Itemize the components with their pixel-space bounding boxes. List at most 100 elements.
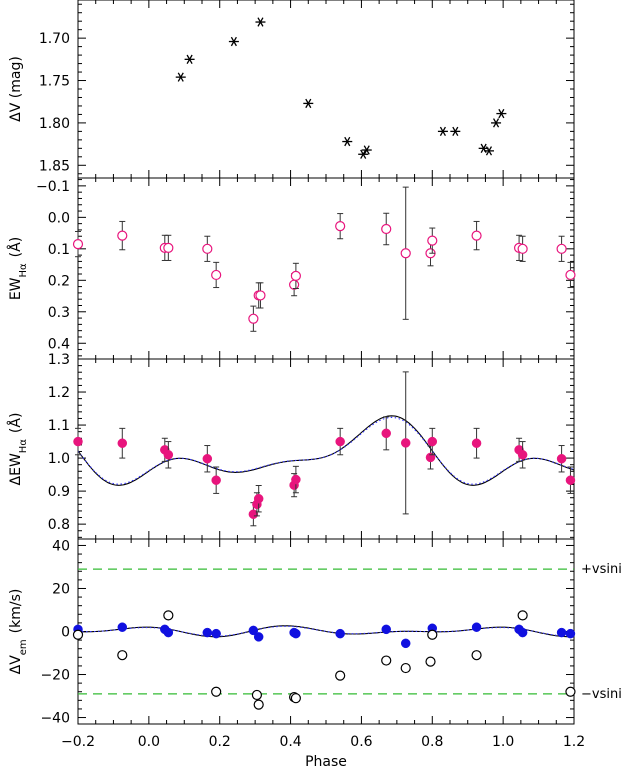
data-point xyxy=(72,629,84,640)
model-curve xyxy=(77,416,575,485)
y-tick-label: 40 xyxy=(52,538,70,554)
asterisk-stroke xyxy=(363,145,370,155)
x-tick-label: 1.2 xyxy=(563,734,585,750)
data-point xyxy=(471,438,482,448)
y-axis-label-unit: (km/s) xyxy=(8,589,24,634)
data-point xyxy=(381,428,391,439)
y-axis-label-unit: (Å) xyxy=(7,413,24,434)
data-point xyxy=(248,625,259,636)
asterisk-stroke xyxy=(480,143,487,153)
data-point xyxy=(471,622,482,632)
asterisk-stroke xyxy=(177,72,184,82)
asterisk-stroke xyxy=(485,146,493,156)
panel-frame xyxy=(77,177,575,360)
y-axis-label-main: ΔEW xyxy=(8,453,24,485)
y-tick-label: −40 xyxy=(40,711,70,727)
data-point xyxy=(517,627,528,638)
data-point xyxy=(335,628,345,639)
y-tick-label: 1.1 xyxy=(48,418,70,434)
y-tick-label: 0.8 xyxy=(48,517,70,533)
data-point xyxy=(248,509,259,519)
data-point xyxy=(425,452,436,463)
y-tick-label: 0.0 xyxy=(48,210,70,226)
data-point xyxy=(291,628,301,639)
data-point xyxy=(72,239,84,250)
data-point xyxy=(565,686,576,697)
x-tick-label: −0.2 xyxy=(61,734,95,750)
asterisk-stroke xyxy=(452,126,459,137)
y-axis-label-unit: (Å) xyxy=(7,237,24,258)
y-tick-label: 0.2 xyxy=(48,273,70,289)
data-point xyxy=(381,624,391,635)
data-point xyxy=(361,145,372,155)
y-tick-label: 1.2 xyxy=(48,385,70,401)
data-point xyxy=(450,126,461,137)
data-point xyxy=(202,627,213,638)
data-point xyxy=(202,453,213,464)
data-point xyxy=(425,656,436,667)
panel-frame xyxy=(77,0,575,179)
data-point xyxy=(253,493,264,504)
data-point xyxy=(290,693,301,704)
y-tick-label: 1.75 xyxy=(39,74,70,90)
data-point xyxy=(400,248,411,259)
data-point xyxy=(248,313,259,324)
data-point xyxy=(517,243,528,254)
y-tick-label: 20 xyxy=(52,581,70,597)
data-point xyxy=(251,689,263,701)
x-tick-label: 0.8 xyxy=(421,734,443,750)
data-point xyxy=(255,290,266,301)
y-axis-label: ΔVem (km/s) xyxy=(8,589,29,675)
data-point xyxy=(565,475,576,485)
y-tick-label: 0.4 xyxy=(48,336,70,352)
y-tick-label: 1.70 xyxy=(39,31,70,47)
data-point xyxy=(163,627,174,638)
data-point xyxy=(184,54,195,64)
asterisk-stroke xyxy=(492,118,500,128)
data-point xyxy=(491,118,502,128)
asterisk-stroke xyxy=(305,98,312,109)
data-point xyxy=(517,450,528,460)
data-point xyxy=(253,632,264,642)
asterisk-stroke xyxy=(230,36,237,47)
y-tick-label: 1.85 xyxy=(39,158,70,174)
data-point xyxy=(211,269,222,281)
data-point xyxy=(427,629,438,640)
panel-1: 1.70 1.75 1.80 1.85 ΔV (mag) xyxy=(8,0,575,179)
data-point xyxy=(381,655,392,666)
y-tick-label: 0.1 xyxy=(48,242,70,258)
data-point xyxy=(437,126,448,137)
data-point xyxy=(211,686,222,697)
data-point xyxy=(335,221,346,232)
data-point xyxy=(565,628,576,639)
asterisk-stroke xyxy=(344,136,351,147)
data-point xyxy=(202,243,213,254)
data-point xyxy=(291,474,301,485)
data-point xyxy=(73,436,83,447)
asterisk-stroke xyxy=(498,108,505,119)
y-axis-label-main: ΔV xyxy=(8,655,24,675)
y-axis-label-subscript: Hα xyxy=(18,439,29,454)
asterisk-stroke xyxy=(186,54,193,64)
data-point xyxy=(556,453,567,464)
model-curve xyxy=(77,415,575,486)
y-axis-label-main: EW xyxy=(8,277,24,300)
asterisk-stroke xyxy=(439,126,446,137)
y-axis-label-main: ΔV (mag) xyxy=(8,56,24,122)
data-point xyxy=(211,475,221,485)
data-point xyxy=(228,36,239,47)
y-tick-label: 1.3 xyxy=(48,352,70,368)
panel-frame xyxy=(77,358,575,540)
data-point xyxy=(427,436,438,447)
data-point xyxy=(517,610,528,621)
y-tick-label: 1.0 xyxy=(48,451,70,467)
data-point xyxy=(163,242,174,253)
data-point xyxy=(471,650,482,661)
y-tick-label: 0.9 xyxy=(48,484,70,500)
data-point xyxy=(335,436,345,447)
data-point xyxy=(556,627,567,638)
data-point xyxy=(400,662,411,674)
panel-2: −0.1 0.0 0.1 0.2 0.3 0.4 EWHα (Å) xyxy=(7,177,576,360)
y-axis-label-subscript: Hα xyxy=(18,263,29,278)
data-point xyxy=(496,108,507,119)
